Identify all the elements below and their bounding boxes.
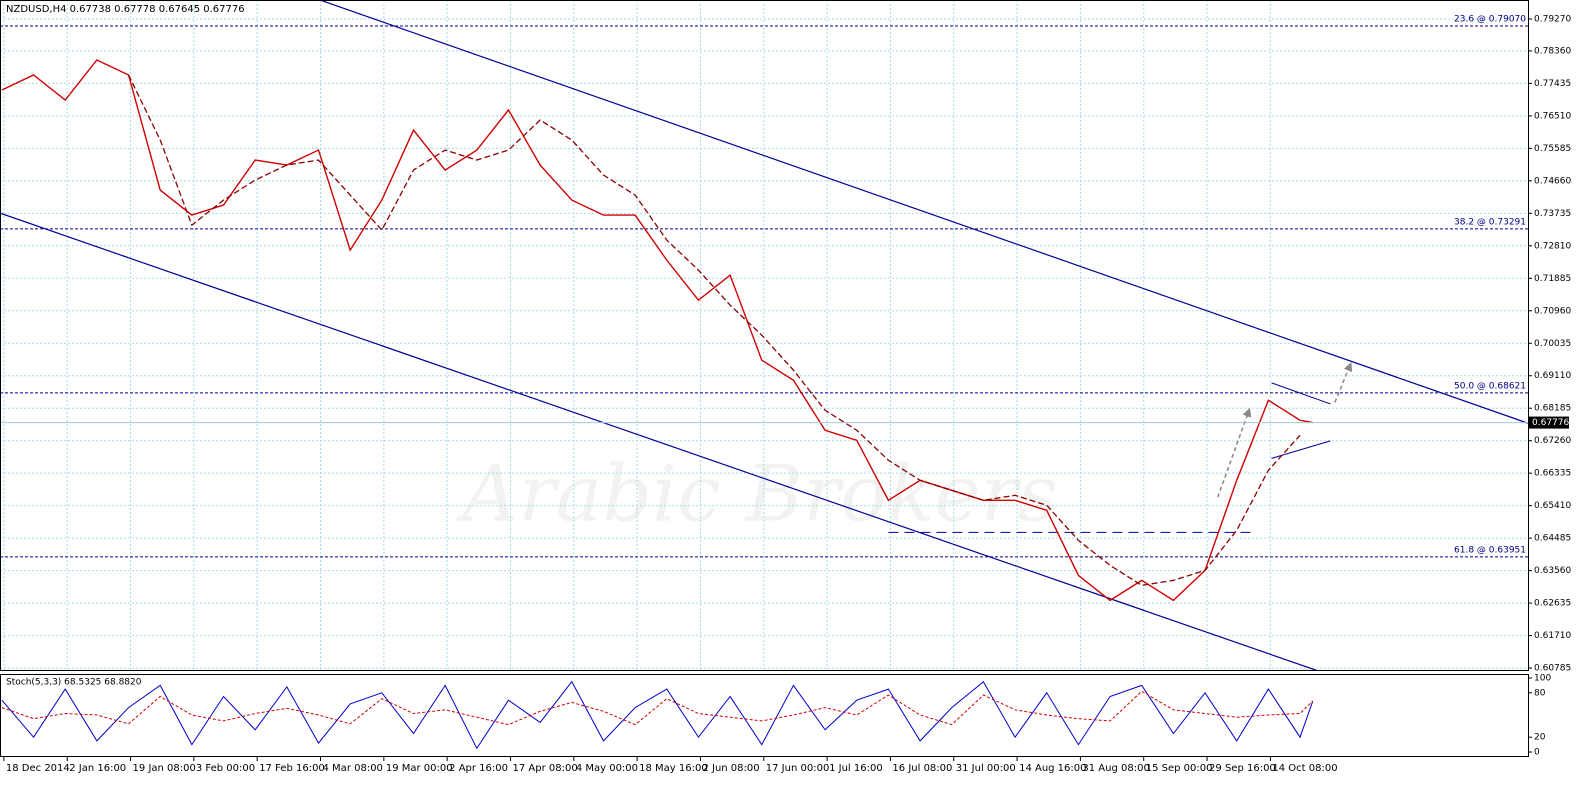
channel-line [0,212,1317,670]
y-tick-label: 0.77435 [1534,79,1571,89]
triangle-line [1271,382,1331,405]
y-tick-label: 0.72810 [1534,241,1571,251]
y-tick-label: 0.69110 [1534,371,1571,381]
trend-arrow [1217,407,1252,498]
x-tick-label: 31 Aug 08:00 [1082,763,1149,774]
x-tick-label: 19 Mar 00:00 [386,763,453,774]
y-tick-label: 0.61710 [1534,631,1571,641]
current-price-label: 0.67776 [1532,418,1569,428]
y-tick-label: 0.71885 [1534,274,1571,284]
current-price-box [1529,416,1569,429]
y-tick-label: 0.67260 [1534,436,1571,446]
fib-label: 23.6 @ 0.79070 [1454,14,1526,24]
y-tick-label: 0.68185 [1534,404,1571,414]
x-tick-label: 14 Aug 16:00 [1019,763,1086,774]
fib-label: 61.8 @ 0.63951 [1454,545,1526,555]
x-tick-label: 1 Jul 16:00 [829,763,883,774]
y-tick-label: 0.75585 [1534,144,1571,154]
y-tick-label: 80 [1534,688,1546,698]
x-tick-label: 17 Apr 08:00 [512,763,577,774]
x-tick-label: 3 Feb 00:00 [196,763,255,774]
y-tick-label: 0.78360 [1534,46,1571,56]
price-line [1,59,1313,602]
y-tick-label: 0.79270 [1534,14,1571,24]
y-tick-label: 0.74660 [1534,176,1571,186]
x-tick-label: 19 Jan 08:00 [133,763,196,774]
x-tick-label: 15 Sep 00:00 [1146,763,1213,774]
x-tick-label: 17 Jun 00:00 [766,763,830,774]
chart-title: NZDUSD,H4 0.67738 0.67778 0.67645 0.6777… [6,4,245,15]
x-tick-label: 17 Feb 16:00 [259,763,325,774]
x-tick-label: 2 Jun 08:00 [702,763,759,774]
y-tick-label: 20 [1534,733,1546,743]
y-tick-label: 0 [1534,748,1540,758]
x-tick-label: 2 Apr 16:00 [449,763,508,774]
y-tick-label: 0.63560 [1534,566,1571,576]
stoch-line [1,690,1314,726]
fib-label: 38.2 @ 0.73291 [1454,217,1526,227]
y-tick-label: 0.65410 [1534,501,1571,511]
y-tick-label: 0.64485 [1534,534,1571,544]
main-frame [0,0,1529,671]
x-tick-label: 29 Sep 16:00 [1209,763,1276,774]
x-tick-label: 18 May 16:00 [639,763,708,774]
y-tick-label: 0.60785 [1534,664,1571,674]
stoch-line [1,680,1314,750]
y-tick-label: 0.66335 [1534,469,1571,479]
y-tick-label: 0.62635 [1534,599,1571,609]
fib-label: 50.0 @ 0.68621 [1454,381,1526,391]
watermark: Arabic Brokers [456,450,1058,540]
stoch-title: Stoch(5,3,3) 68.5325 68.8820 [6,678,142,688]
y-tick-label: 100 [1534,674,1551,684]
moving-average [127,74,1301,587]
x-tick-label: 16 Jul 08:00 [892,763,952,774]
x-tick-label: 4 May 00:00 [576,763,638,774]
x-tick-label: 4 Mar 08:00 [323,763,383,774]
x-tick-label: 31 Jul 00:00 [956,763,1016,774]
y-tick-label: 0.73735 [1534,209,1571,219]
y-tick-label: 0.70960 [1534,306,1571,316]
x-tick-label: 2 Jan 16:00 [69,763,126,774]
stoch-frame [0,674,1529,757]
y-tick-label: 0.70035 [1534,339,1571,349]
x-tick-label: 14 Oct 08:00 [1272,763,1337,774]
channel-line [319,0,1528,424]
x-tick-label: 18 Dec 2014 [6,763,70,774]
y-tick-label: 0.76510 [1534,111,1571,121]
